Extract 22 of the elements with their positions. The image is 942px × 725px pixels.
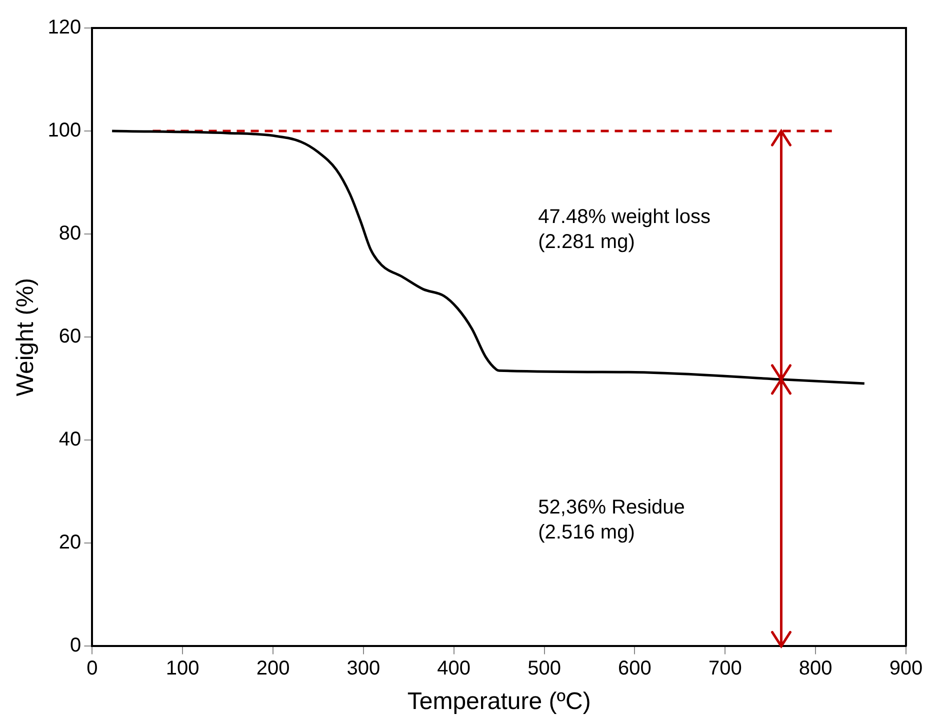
y-tick-label: 20: [58, 532, 82, 554]
x-tick-label: 200: [256, 658, 290, 680]
x-tick-label: 500: [528, 658, 561, 680]
x-tick-label: 300: [346, 658, 380, 680]
y-axis-title: Weight (%): [12, 278, 40, 396]
x-tick-label: 100: [166, 658, 200, 680]
x-tick-label: 900: [889, 658, 923, 680]
x-axis-title: Temperature (ºC): [407, 688, 591, 716]
y-tick-label: 60: [58, 326, 82, 348]
x-tick-label: 400: [437, 658, 471, 680]
y-tick-label: 40: [58, 428, 82, 451]
annotation: 47.48% weight loss (2.281 mg): [538, 206, 710, 253]
x-tick-label: 0: [86, 658, 98, 680]
y-tick-label: 100: [48, 120, 82, 142]
y-tick-label: 0: [70, 634, 82, 657]
y-tick-label: 120: [48, 16, 82, 39]
x-tick-label: 800: [798, 658, 832, 680]
x-tick-label: 600: [618, 658, 652, 680]
y-tick-label: 80: [58, 222, 82, 245]
annotation: 52,36% Residue (2.516 mg): [538, 496, 685, 544]
line-series: [110, 130, 866, 385]
x-tick-label: 700: [708, 658, 742, 680]
